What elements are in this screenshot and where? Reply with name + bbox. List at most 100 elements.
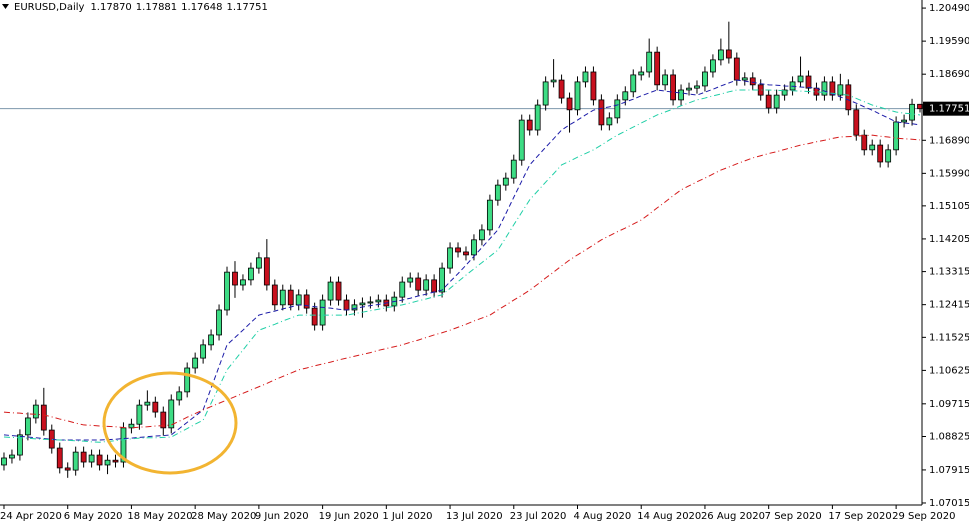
candle-body [837,84,844,96]
x-tick-label: 28 May 2020 [191,511,256,522]
moving-average-line [3,89,921,443]
candle-body [96,454,103,466]
candle-body [423,279,430,291]
candle-body [598,99,605,126]
candle-body [303,294,310,309]
candle-body [263,257,270,286]
candle-body [526,119,533,131]
y-tick-label: 1.09715 [929,399,969,410]
header-high: 1.17881 [136,2,177,13]
candle-body [56,447,63,469]
header-open: 1.17870 [90,2,131,13]
chart-header: EURUSD,Daily 1.17870 1.17881 1.17648 1.17751 [14,2,268,13]
candle-body [861,134,868,151]
candle-body [184,367,191,393]
x-tick-label: 7 Sep 2020 [765,511,822,522]
candle-body [80,451,87,463]
moving-average-line [3,134,921,429]
candle-body [9,454,15,459]
candle-body [24,417,31,436]
x-tick-label: 18 May 2020 [127,511,192,522]
candle-body [717,49,724,61]
candle-body [144,401,151,406]
candle-body [415,277,422,291]
candle-body [216,309,222,336]
candle-body [72,451,79,471]
candle-body [192,357,199,369]
x-tick-label: 13 Jul 2020 [446,511,503,522]
candle-body [168,399,175,429]
candle-body [136,404,143,425]
candle-body [295,294,302,306]
candle-body [558,79,565,99]
candle-body [757,84,764,96]
candle-body [885,149,892,163]
candle-body [710,59,716,73]
x-tick-label: 17 Sep 2020 [828,511,891,522]
candle-body [1,457,7,466]
candle-body [319,299,326,326]
candle-body [741,77,748,81]
y-tick-label: 1.15990 [929,168,969,179]
candle-body [176,391,183,401]
x-tick-label: 23 Jul 2020 [510,511,567,522]
candle-body [518,119,525,161]
candle-body [399,281,406,298]
candle-body [455,247,461,253]
candle-body [749,77,756,86]
x-tick-label: 29 Sep 2020 [892,511,955,522]
candle-body [88,454,95,463]
collapse-icon [2,4,9,9]
header-close: 1.17751 [227,2,268,13]
candle-body [805,75,812,89]
y-tick-label: 1.11525 [929,332,969,343]
candle-body [566,97,573,111]
highlight-ellipse [102,371,238,475]
candle-body [542,81,549,106]
candle-body [694,85,700,89]
candle-body [255,257,262,269]
candle-body [335,281,342,301]
candle-body [471,239,477,256]
candle-body [359,302,366,306]
candle-body [845,84,852,111]
candle-body [112,459,119,463]
candle-body [327,281,334,301]
candle-body [510,159,517,179]
candle-body [622,91,629,101]
candle-body [829,81,836,96]
x-tick-label: 1 Jul 2020 [382,511,432,522]
candle-body [104,459,111,466]
candle-body [901,119,907,123]
candle-body [152,401,159,413]
candle-body [662,74,669,86]
y-tick-label: 1.19590 [929,36,969,47]
candle-body [686,87,692,91]
candle-body [646,51,653,73]
candle-body [725,49,732,59]
candle-body [550,79,557,83]
candle-body [853,109,860,136]
candle-body [447,247,453,269]
candle-body [200,344,207,359]
candle-body [534,104,541,131]
y-tick-label: 1.07015 [929,498,969,509]
y-tick-label: 1.07915 [929,465,969,476]
candle-body [40,404,47,431]
candle-body [128,423,135,429]
x-tick-label: 4 Aug 2020 [574,511,632,522]
x-tick-label: 6 May 2020 [64,511,123,522]
candle-body [678,89,684,101]
y-tick-label: 1.18690 [929,69,969,80]
y-tick-label: 1.15105 [929,201,969,212]
y-tick-label: 1.16890 [929,135,969,146]
candle-body [614,99,621,119]
candle-body [431,279,438,293]
candle-body [733,57,740,81]
x-tick-label: 19 Jun 2020 [319,511,379,522]
candle-body [877,144,884,163]
candle-body [606,117,613,126]
candle-body [367,301,374,304]
